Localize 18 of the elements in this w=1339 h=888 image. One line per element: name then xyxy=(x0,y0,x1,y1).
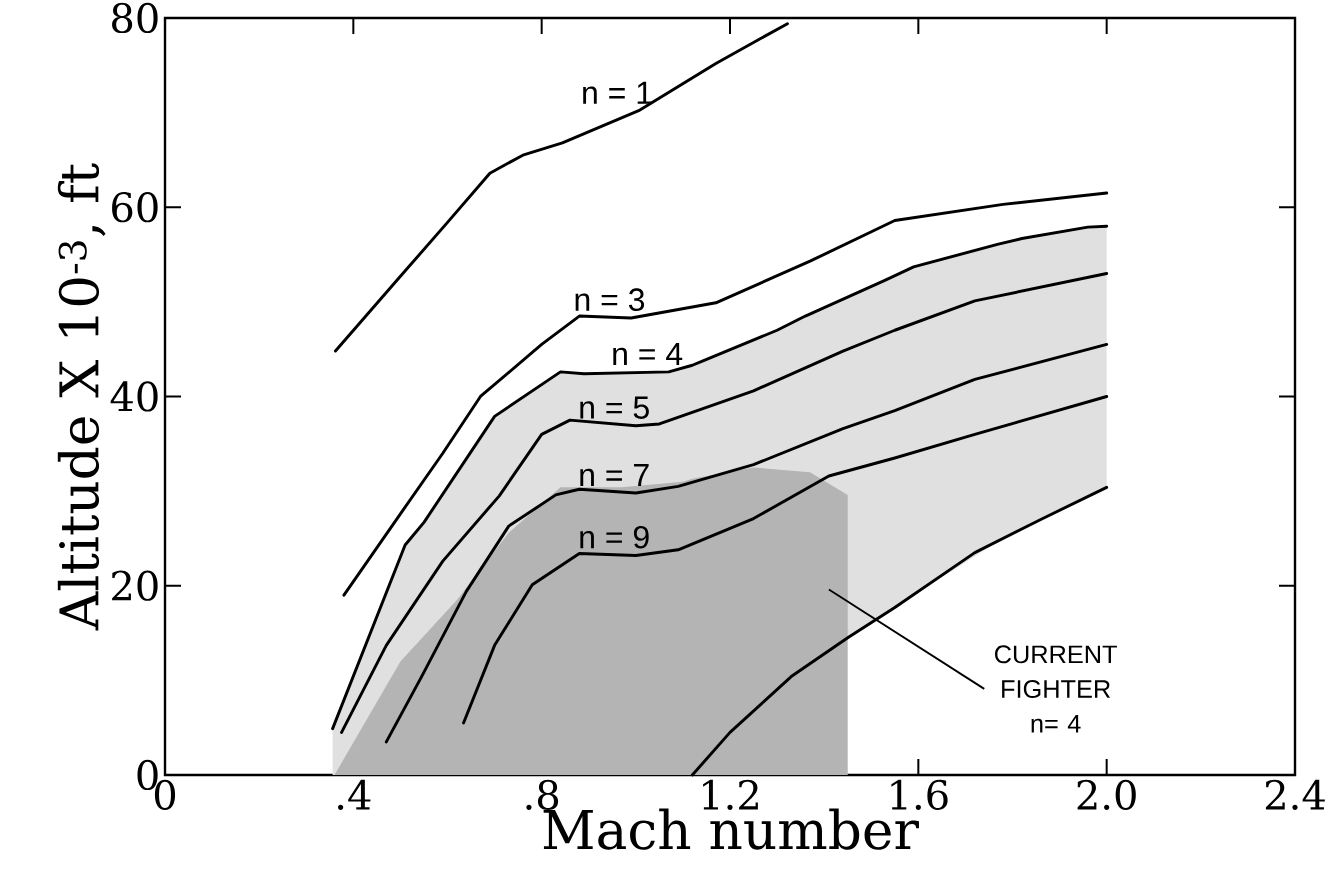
series-label: n = 5 xyxy=(580,396,649,419)
x-tick-label: .4 xyxy=(338,779,371,810)
x-tick-label: 2.0 xyxy=(1077,779,1136,810)
x-tick-label: .8 xyxy=(526,779,559,810)
y-tick-label: 80 xyxy=(112,2,158,34)
series-label: n = 3 xyxy=(575,288,645,312)
x-tick-label: 1.2 xyxy=(703,779,758,810)
annotation: CURRENT FIGHTER n= 4 xyxy=(994,645,1117,733)
y-tick-label: 60 xyxy=(112,192,158,223)
series-label: n = 9 xyxy=(580,525,649,549)
x-tick-label: 1.6 xyxy=(891,779,948,810)
series-label: n = 7 xyxy=(580,464,649,487)
series-label: n = 4 xyxy=(613,342,683,365)
series-label: n = 1 xyxy=(583,81,652,104)
y-tick-label: 40 xyxy=(110,381,158,412)
y-axis-title: Altitude X 10$^{-3}$, ft xyxy=(57,163,106,631)
y-tick-label: 20 xyxy=(112,570,158,601)
x-tick-label: 2.4 xyxy=(1265,779,1325,810)
